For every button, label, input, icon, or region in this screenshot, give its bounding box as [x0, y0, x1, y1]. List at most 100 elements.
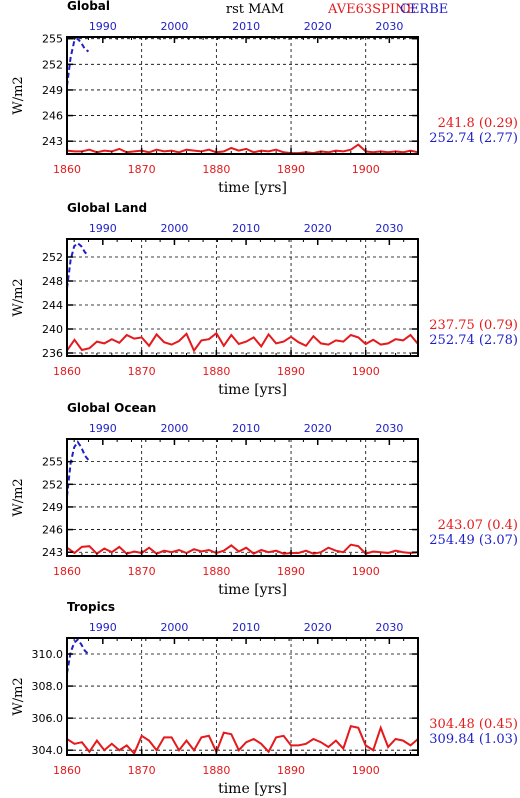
- x-bottom-tick-label: 1890: [277, 163, 305, 176]
- chart-panel-3: Global Ocean 1860 1870 1880 1890 1900 1990 2000…: [11, 401, 518, 598]
- plot-frame: [66, 238, 419, 357]
- x-top-tick-label: 2010: [232, 20, 260, 33]
- y-tick-label: 255: [42, 33, 63, 46]
- stat-annotation-red: 243.07 (0.4): [438, 518, 518, 533]
- y-tick-label: 236: [42, 347, 63, 360]
- x-top-tick-label: 2030: [375, 20, 403, 33]
- x-bottom-tick-label: 1880: [202, 764, 230, 777]
- header-right-blue: CERBE: [400, 2, 448, 17]
- series-line-blue: [66, 638, 90, 674]
- x-bottom-tick-label: 1870: [128, 565, 156, 578]
- x-bottom-tick-label: 1880: [202, 163, 230, 176]
- y-tick-label: 252: [42, 58, 63, 71]
- y-axis-label: W/m2: [11, 478, 26, 516]
- x-bottom-tick-label: 1860: [53, 565, 81, 578]
- x-top-tick-label: 2010: [232, 222, 260, 235]
- y-axis-label: W/m2: [11, 677, 26, 715]
- chart-title: Global: [67, 0, 110, 13]
- stat-annotation-red: 304.48 (0.45): [429, 717, 518, 732]
- x-top-tick-label: 2010: [232, 621, 260, 634]
- x-top-tick-label: 2020: [304, 222, 332, 235]
- x-bottom-tick-label: 1860: [53, 365, 81, 378]
- x-axis-label: time [yrs]: [218, 781, 287, 797]
- y-tick-label: 240: [42, 323, 63, 336]
- header-center: rst MAM: [226, 2, 284, 17]
- x-top-tick-label: 2030: [375, 621, 403, 634]
- series-line-blue: [66, 241, 90, 289]
- x-top-tick-label: 1990: [89, 222, 117, 235]
- y-tick-label: 252: [42, 478, 63, 491]
- x-top-tick-label: 1990: [89, 20, 117, 33]
- chart-title: Global Land: [67, 201, 147, 215]
- y-tick-label: 246: [42, 110, 63, 123]
- x-axis-label: time [yrs]: [218, 582, 287, 598]
- x-top-tick-label: 2000: [160, 621, 188, 634]
- stat-annotation-red: 241.8 (0.29): [438, 116, 518, 131]
- stat-annotation-blue: 254.49 (3.07): [429, 533, 518, 548]
- y-tick-label: 243: [42, 135, 63, 148]
- x-bottom-tick-label: 1900: [352, 565, 380, 578]
- x-bottom-tick-label: 1860: [53, 163, 81, 176]
- plot-frame: [66, 637, 419, 756]
- stat-annotation-blue: 252.74 (2.78): [429, 333, 518, 348]
- y-axis-label: W/m2: [11, 278, 26, 316]
- series-line-blue: [66, 37, 90, 86]
- x-top-tick-label: 2000: [160, 20, 188, 33]
- y-tick-label: 308.0: [32, 680, 64, 693]
- series-line-red: [66, 143, 419, 155]
- x-top-tick-label: 1990: [89, 621, 117, 634]
- chart-title: Global Ocean: [67, 401, 156, 415]
- series-line-red: [66, 724, 419, 756]
- chart-panel-4: Tropics 1860 1870 1880 1890 1900 1990 2000 2010 2…: [11, 600, 518, 797]
- y-tick-label: 252: [42, 251, 63, 264]
- stat-annotation-red: 237.75 (0.79): [429, 318, 518, 333]
- x-top-tick-label: 2000: [160, 422, 188, 435]
- stat-annotation-blue: 252.74 (2.77): [429, 131, 518, 146]
- x-bottom-tick-label: 1890: [277, 365, 305, 378]
- header-right-red: AVE63SPINE: [327, 2, 416, 17]
- x-bottom-tick-label: 1880: [202, 365, 230, 378]
- y-tick-label: 310.0: [32, 648, 64, 661]
- series-line-blue: [66, 440, 90, 497]
- y-tick-label: 249: [42, 84, 63, 97]
- x-top-tick-label: 2000: [160, 222, 188, 235]
- stat-annotation-blue: 309.84 (1.03): [429, 732, 518, 747]
- x-bottom-tick-label: 1870: [128, 764, 156, 777]
- plot-frame: [66, 36, 419, 155]
- y-tick-label: 255: [42, 456, 63, 469]
- y-tick-label: 249: [42, 501, 63, 514]
- y-tick-label: 246: [42, 524, 63, 537]
- chart-title: Tropics: [67, 600, 115, 614]
- series-line-red: [66, 543, 419, 556]
- x-bottom-tick-label: 1890: [277, 565, 305, 578]
- x-bottom-tick-label: 1870: [128, 163, 156, 176]
- chart-panel-1: Global 1860 1870 1880 1890 1900 1990 2000 2010 20…: [11, 0, 518, 196]
- x-bottom-tick-label: 1900: [352, 365, 380, 378]
- y-tick-label: 244: [42, 299, 63, 312]
- y-tick-label: 306.0: [32, 712, 64, 725]
- y-tick-label: 248: [42, 275, 63, 288]
- x-axis-label: time [yrs]: [218, 382, 287, 398]
- y-axis-label: W/m2: [11, 76, 26, 114]
- x-top-tick-label: 2020: [304, 621, 332, 634]
- x-bottom-tick-label: 1900: [352, 764, 380, 777]
- x-top-tick-label: 2010: [232, 422, 260, 435]
- x-bottom-tick-label: 1880: [202, 565, 230, 578]
- series-line-red: [66, 331, 419, 353]
- x-top-tick-label: 2030: [375, 222, 403, 235]
- chart-panel-2: Global Land 1860 1870 1880 1890 1900 1990 2000 2…: [11, 201, 518, 398]
- y-tick-label: 243: [42, 546, 63, 559]
- plot-frame: [66, 438, 419, 557]
- x-bottom-tick-label: 1860: [53, 764, 81, 777]
- x-top-tick-label: 1990: [89, 422, 117, 435]
- x-axis-label: time [yrs]: [218, 180, 287, 196]
- x-top-tick-label: 2030: [375, 422, 403, 435]
- x-bottom-tick-label: 1870: [128, 365, 156, 378]
- x-bottom-tick-label: 1900: [352, 163, 380, 176]
- x-bottom-tick-label: 1890: [277, 764, 305, 777]
- y-tick-label: 304.0: [32, 744, 64, 757]
- x-top-tick-label: 2020: [304, 422, 332, 435]
- x-top-tick-label: 2020: [304, 20, 332, 33]
- panels: Global 1860 1870 1880 1890 1900 1990 2000 2010 20…: [11, 0, 518, 797]
